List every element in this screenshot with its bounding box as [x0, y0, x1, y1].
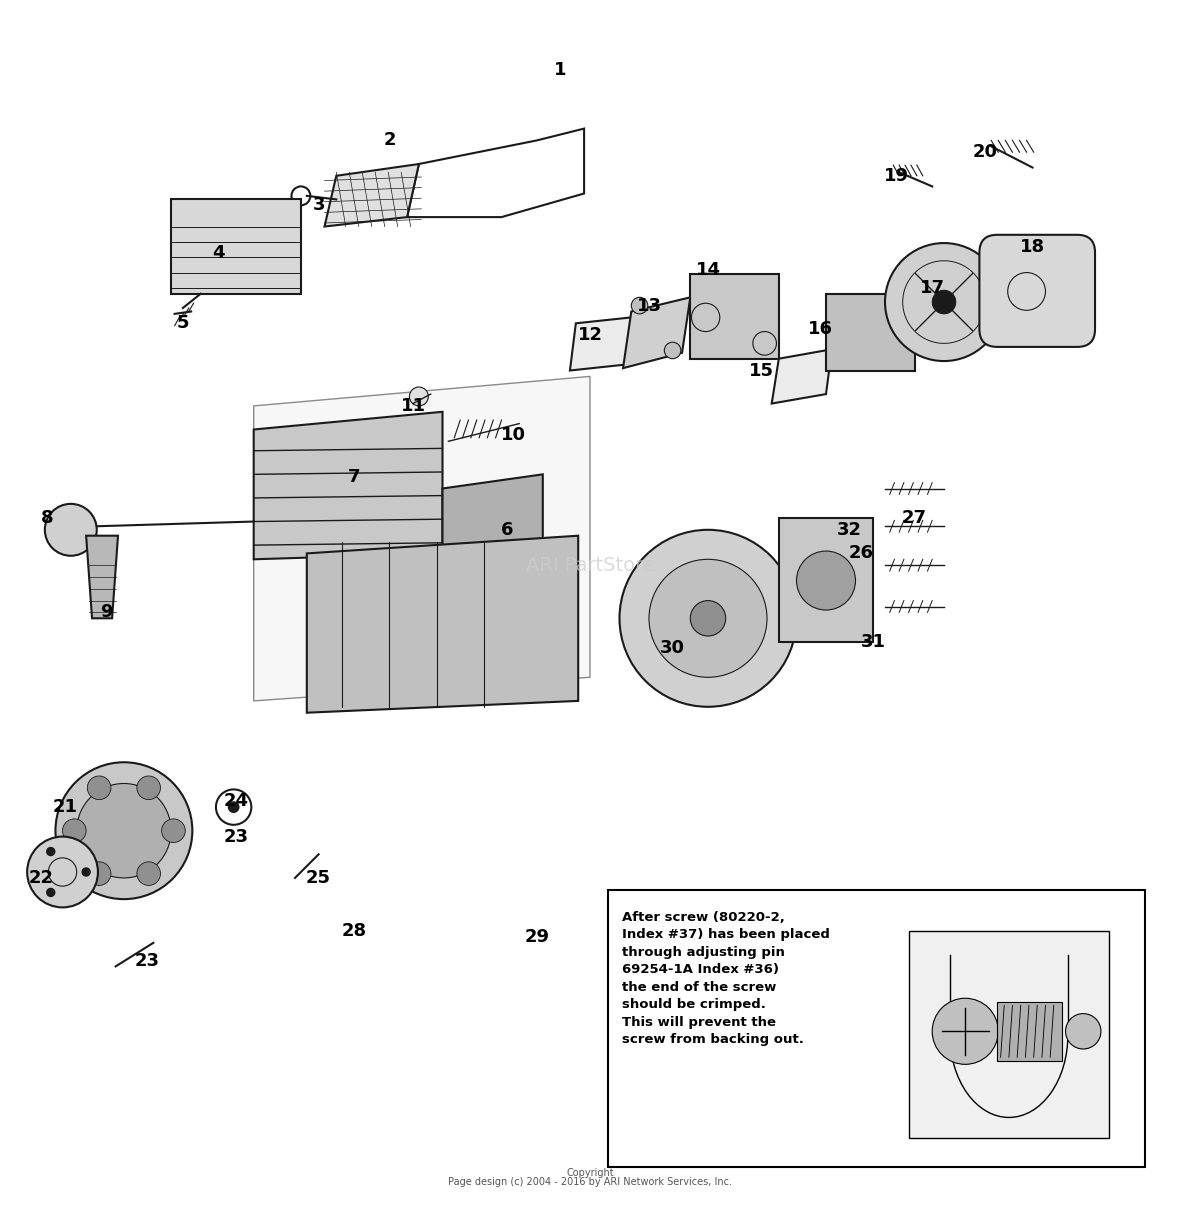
Circle shape	[46, 847, 55, 856]
Text: 5: 5	[177, 314, 189, 332]
Text: 30: 30	[660, 639, 686, 656]
Text: 9: 9	[100, 603, 112, 621]
Text: 6: 6	[502, 520, 513, 539]
Polygon shape	[623, 297, 690, 368]
Text: After screw (80220-2,
Index #37) has been placed
through adjusting pin
69254-1A : After screw (80220-2, Index #37) has bee…	[622, 911, 830, 1047]
Text: 7: 7	[348, 468, 360, 485]
Circle shape	[87, 861, 111, 885]
FancyBboxPatch shape	[979, 235, 1095, 347]
Polygon shape	[254, 411, 442, 559]
Text: 22: 22	[28, 869, 54, 887]
Bar	[690, 274, 779, 359]
Polygon shape	[307, 536, 578, 713]
Text: 29: 29	[524, 928, 550, 946]
Circle shape	[1066, 1014, 1101, 1049]
Circle shape	[63, 819, 86, 843]
Circle shape	[664, 342, 681, 359]
Polygon shape	[442, 474, 543, 559]
Text: 13: 13	[636, 297, 662, 314]
Text: 26: 26	[848, 545, 874, 563]
Text: 10: 10	[500, 427, 526, 444]
Polygon shape	[324, 164, 419, 227]
Text: 24: 24	[223, 792, 249, 810]
Bar	[171, 199, 301, 294]
Text: 16: 16	[807, 320, 833, 338]
Circle shape	[137, 776, 160, 799]
Circle shape	[27, 837, 98, 907]
Bar	[779, 518, 873, 642]
Circle shape	[228, 802, 240, 813]
Circle shape	[631, 297, 648, 314]
Text: 12: 12	[577, 326, 603, 344]
Text: 18: 18	[1020, 238, 1045, 256]
Circle shape	[77, 784, 171, 878]
Circle shape	[649, 559, 767, 677]
Text: 2: 2	[384, 131, 395, 149]
Text: 17: 17	[919, 279, 945, 297]
Text: 31: 31	[860, 633, 886, 651]
Text: 23: 23	[223, 827, 249, 845]
Circle shape	[932, 290, 956, 314]
Circle shape	[620, 530, 796, 707]
Text: 3: 3	[313, 197, 324, 215]
Polygon shape	[570, 318, 631, 370]
Text: 28: 28	[341, 922, 367, 940]
Circle shape	[796, 551, 855, 610]
Circle shape	[46, 888, 55, 898]
Bar	[909, 932, 1109, 1138]
Text: 1: 1	[555, 61, 566, 79]
Circle shape	[409, 387, 428, 406]
Text: 19: 19	[884, 167, 910, 184]
Text: 23: 23	[135, 951, 160, 969]
Circle shape	[45, 503, 97, 556]
Text: 32: 32	[837, 520, 863, 539]
Text: 11: 11	[400, 397, 426, 415]
Text: 27: 27	[902, 509, 927, 526]
Text: 21: 21	[52, 798, 78, 816]
Bar	[997, 1002, 1062, 1061]
Circle shape	[55, 762, 192, 899]
Circle shape	[137, 861, 160, 885]
Circle shape	[885, 243, 1003, 361]
Circle shape	[162, 819, 185, 843]
Text: 25: 25	[306, 869, 332, 887]
Text: 4: 4	[212, 244, 224, 262]
Text: 20: 20	[972, 143, 998, 161]
Polygon shape	[86, 536, 118, 619]
Text: Copyright: Copyright	[566, 1168, 614, 1178]
Text: ARI PartStore: ARI PartStore	[525, 556, 655, 575]
Polygon shape	[254, 376, 590, 701]
Circle shape	[690, 600, 726, 636]
Bar	[608, 889, 1145, 1167]
Bar	[826, 294, 915, 370]
Circle shape	[87, 776, 111, 799]
Text: 15: 15	[748, 361, 774, 380]
Circle shape	[81, 867, 91, 877]
Circle shape	[932, 998, 998, 1064]
Polygon shape	[772, 349, 832, 404]
Text: 8: 8	[41, 509, 53, 526]
Text: Page design (c) 2004 - 2016 by ARI Network Services, Inc.: Page design (c) 2004 - 2016 by ARI Netwo…	[448, 1177, 732, 1188]
Text: 14: 14	[695, 261, 721, 279]
